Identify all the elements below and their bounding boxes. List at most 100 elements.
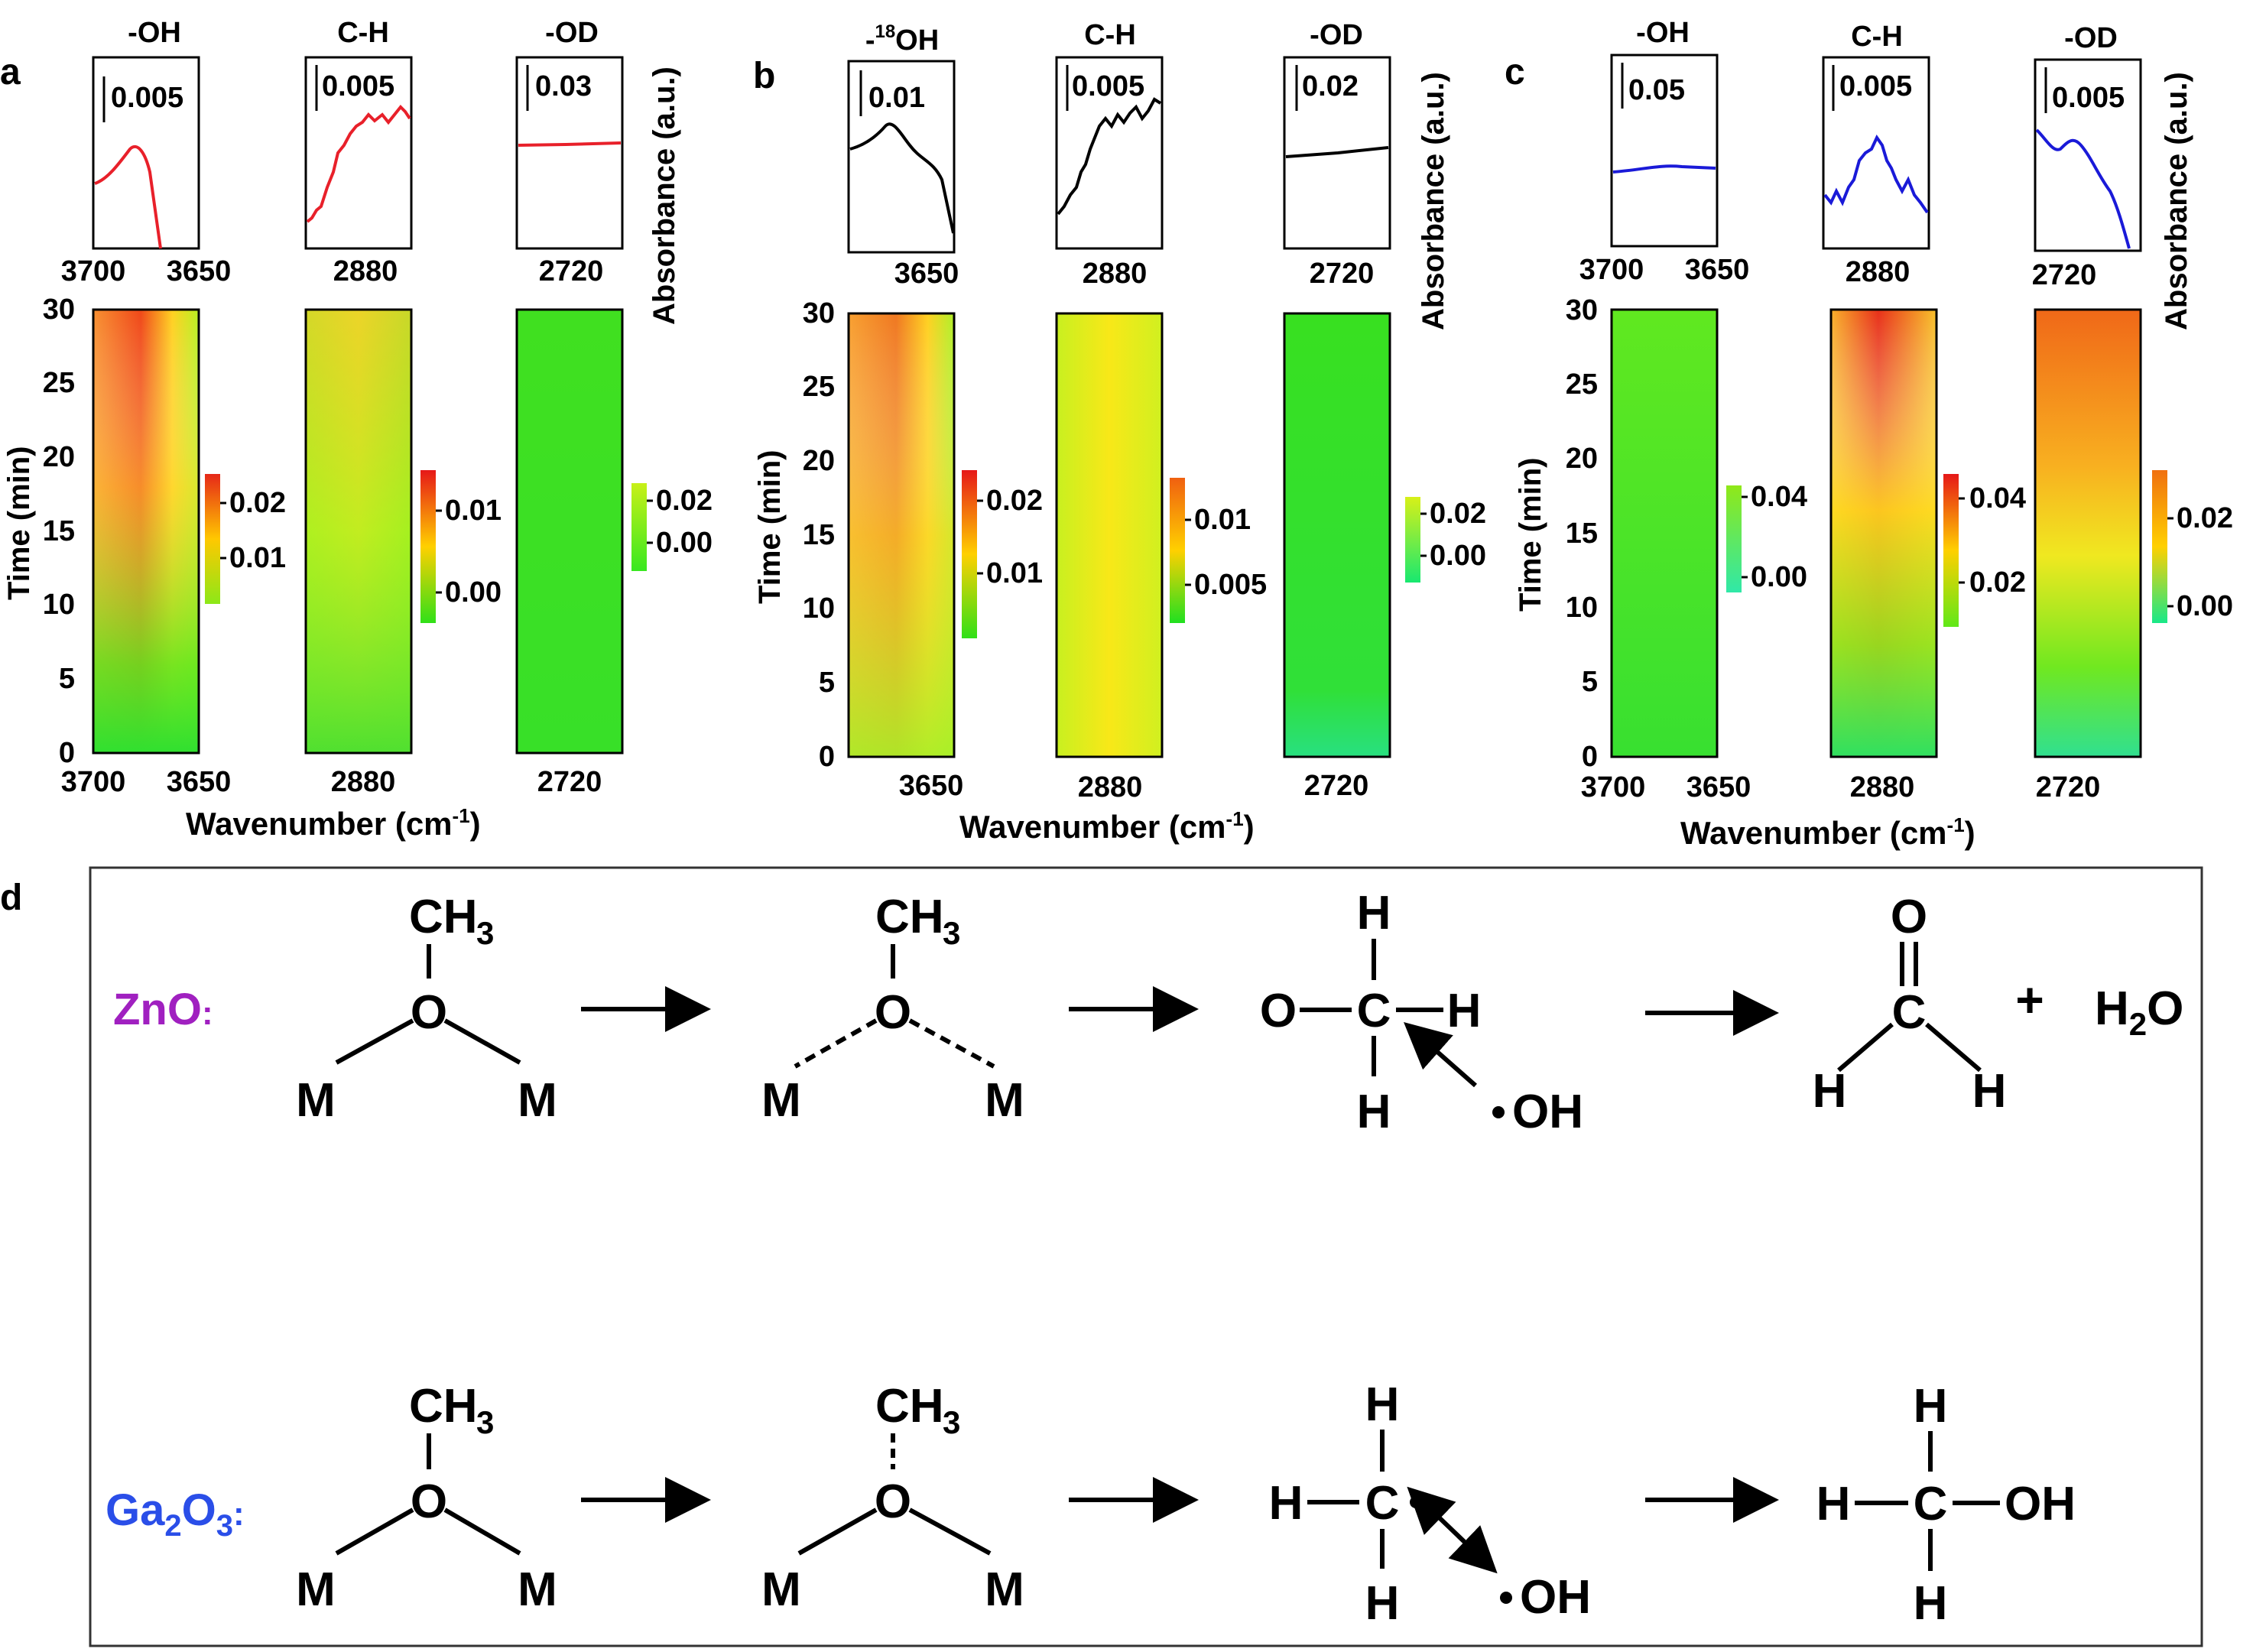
- xtick: 2880: [1078, 771, 1143, 803]
- time-tick: 30: [1566, 294, 1598, 326]
- spectrum-a-oh: 0.005 3700 3650: [61, 56, 232, 287]
- svg-text:O: O: [411, 986, 447, 1039]
- svg-text:O: O: [1260, 985, 1297, 1037]
- xtick: 2720: [2036, 771, 2101, 803]
- svg-text:M: M: [985, 1563, 1024, 1616]
- heatmap-c-ch: [1829, 308, 1938, 758]
- ga2o3-struct-2: CH 3 O M M: [761, 1380, 1024, 1616]
- svg-text:M: M: [985, 1074, 1024, 1127]
- svg-text:CH: CH: [875, 1380, 944, 1433]
- time-tick: 15: [803, 519, 835, 551]
- tick-b-3650: 3650: [894, 258, 959, 290]
- panel-letter-c: c: [1505, 52, 1525, 92]
- colorbar-a-od: 0.02 0.00: [631, 483, 713, 571]
- scale-b-18oh: 0.01: [868, 82, 925, 114]
- svg-text:H: H: [1365, 1577, 1400, 1630]
- svg-text:M: M: [761, 1074, 801, 1127]
- subtitle-a-od: -OD: [545, 17, 599, 49]
- cb-tick: 0.00: [445, 576, 502, 609]
- cb-tick: 0.01: [986, 557, 1043, 589]
- panel-letter-d: d: [0, 878, 22, 918]
- svg-text:H: H: [1447, 985, 1482, 1037]
- svg-text:O: O: [875, 1475, 911, 1528]
- heatmap-a-ch: [304, 308, 413, 755]
- svg-text:H: H: [1914, 1577, 1948, 1630]
- colorbar-c-ch: 0.04 0.02: [1943, 474, 2026, 627]
- spectrum-c-ch: 0.005 2880: [1822, 56, 1930, 288]
- zno-label: ZnO:: [113, 985, 213, 1034]
- scale-b-od: 0.02: [1302, 70, 1359, 102]
- trace-a-ch: [306, 105, 411, 223]
- spectrum-a-od: 0.03 2720: [515, 56, 624, 287]
- subtitle-c-ch: C-H: [1851, 21, 1903, 53]
- heatmap-b-ch: [1055, 312, 1164, 758]
- tick-c-2720: 2720: [2032, 259, 2097, 291]
- cb-tick: 0.01: [445, 495, 502, 527]
- panel-a: a -OH 0.005 3700 3650 C-H 0.005 2880 -OD…: [0, 17, 713, 842]
- xtick: 2720: [537, 766, 602, 798]
- time-tick: 0: [1582, 741, 1598, 773]
- absorbance-label-c: Absorbance (a.u.): [2160, 72, 2193, 330]
- panel-d: d ZnO: CH 3 O M M CH 3 O M M H: [0, 866, 2203, 1647]
- cb-tick: 0.00: [1751, 561, 1807, 593]
- zno-struct-2: CH 3 O M M: [761, 891, 1024, 1127]
- xtick: 2880: [331, 766, 396, 798]
- trace-c-oh: [1612, 164, 1716, 174]
- time-label-a: Time (min): [2, 446, 36, 600]
- wavenumber-label-c: Wavenumber (cm-1): [1680, 813, 1975, 851]
- svg-text:H: H: [1816, 1478, 1851, 1530]
- panel-letter-b: b: [753, 56, 775, 96]
- xtick: 2880: [1850, 771, 1915, 803]
- colorbar-a-ch: 0.01 0.00: [420, 470, 502, 623]
- colorbar-c-oh: 0.04 0.00: [1726, 481, 1807, 593]
- scale-c-ch: 0.005: [1839, 70, 1912, 102]
- svg-text:OH: OH: [1512, 1086, 1583, 1138]
- svg-text:O: O: [875, 986, 911, 1039]
- tick-a-od-2720: 2720: [539, 255, 604, 287]
- cb-tick: 0.04: [1751, 481, 1807, 513]
- cb-tick: 0.00: [2177, 590, 2233, 622]
- cb-tick: 0.005: [1194, 569, 1267, 601]
- time-label-b: Time (min): [753, 450, 787, 604]
- tick-c-2880: 2880: [1846, 256, 1911, 288]
- svg-text:C: C: [1914, 1478, 1948, 1530]
- heatmap-c-oh: [1610, 308, 1719, 758]
- wavenumber-label-a: Wavenumber (cm-1): [186, 804, 481, 842]
- tick-a-oh-3650: 3650: [167, 255, 232, 287]
- ga2o3-struct-1: CH 3 O M M: [296, 1380, 557, 1616]
- time-tick: 20: [1566, 443, 1598, 475]
- subtitle-c-od: -OD: [2064, 22, 2118, 54]
- time-tick: 5: [59, 663, 75, 695]
- tick-a-oh-3700: 3700: [61, 255, 126, 287]
- spectrum-b-ch: 0.005 2880: [1055, 56, 1164, 290]
- svg-text:H: H: [1365, 1378, 1400, 1431]
- svg-text:3: 3: [476, 1404, 494, 1440]
- panel-letter-a: a: [0, 52, 21, 92]
- subtitle-a-ch: C-H: [337, 17, 389, 49]
- cb-tick: 0.01: [229, 542, 286, 574]
- scale-a-ch: 0.005: [322, 70, 394, 102]
- tick-c-3700: 3700: [1579, 254, 1644, 286]
- svg-text:CH: CH: [875, 891, 944, 943]
- zno-struct-4: O C H H: [1813, 891, 2007, 1118]
- time-axis-a: 0 5 10 15 20 25 30 Time (min): [2, 294, 75, 769]
- svg-text:H: H: [1914, 1380, 1948, 1433]
- svg-text:OH: OH: [1520, 1571, 1591, 1624]
- xtick: 3650: [167, 766, 232, 798]
- cb-tick: 0.02: [229, 487, 286, 519]
- time-tick: 25: [1566, 368, 1598, 401]
- svg-text:3: 3: [476, 915, 494, 951]
- trace-c-od: [2035, 128, 2131, 249]
- panel-c: c -OH 0.05 3700 3650 C-H 0.005 2880 -OD …: [1505, 17, 2233, 851]
- spectrum-c-od: 0.005 2720: [2032, 58, 2142, 291]
- trace-b-18oh: [849, 122, 955, 234]
- svg-text:H: H: [1269, 1477, 1303, 1530]
- svg-text:CH: CH: [409, 891, 478, 943]
- heatmap-a-od: [515, 308, 624, 755]
- spectrum-a-ch: 0.005 2880: [304, 56, 413, 287]
- cb-tick: 0.02: [1430, 498, 1486, 530]
- heatmap-b-od: [1283, 312, 1391, 758]
- time-tick: 25: [43, 367, 75, 399]
- zno-water: H2O: [2095, 982, 2183, 1042]
- cb-tick: 0.00: [1430, 540, 1486, 572]
